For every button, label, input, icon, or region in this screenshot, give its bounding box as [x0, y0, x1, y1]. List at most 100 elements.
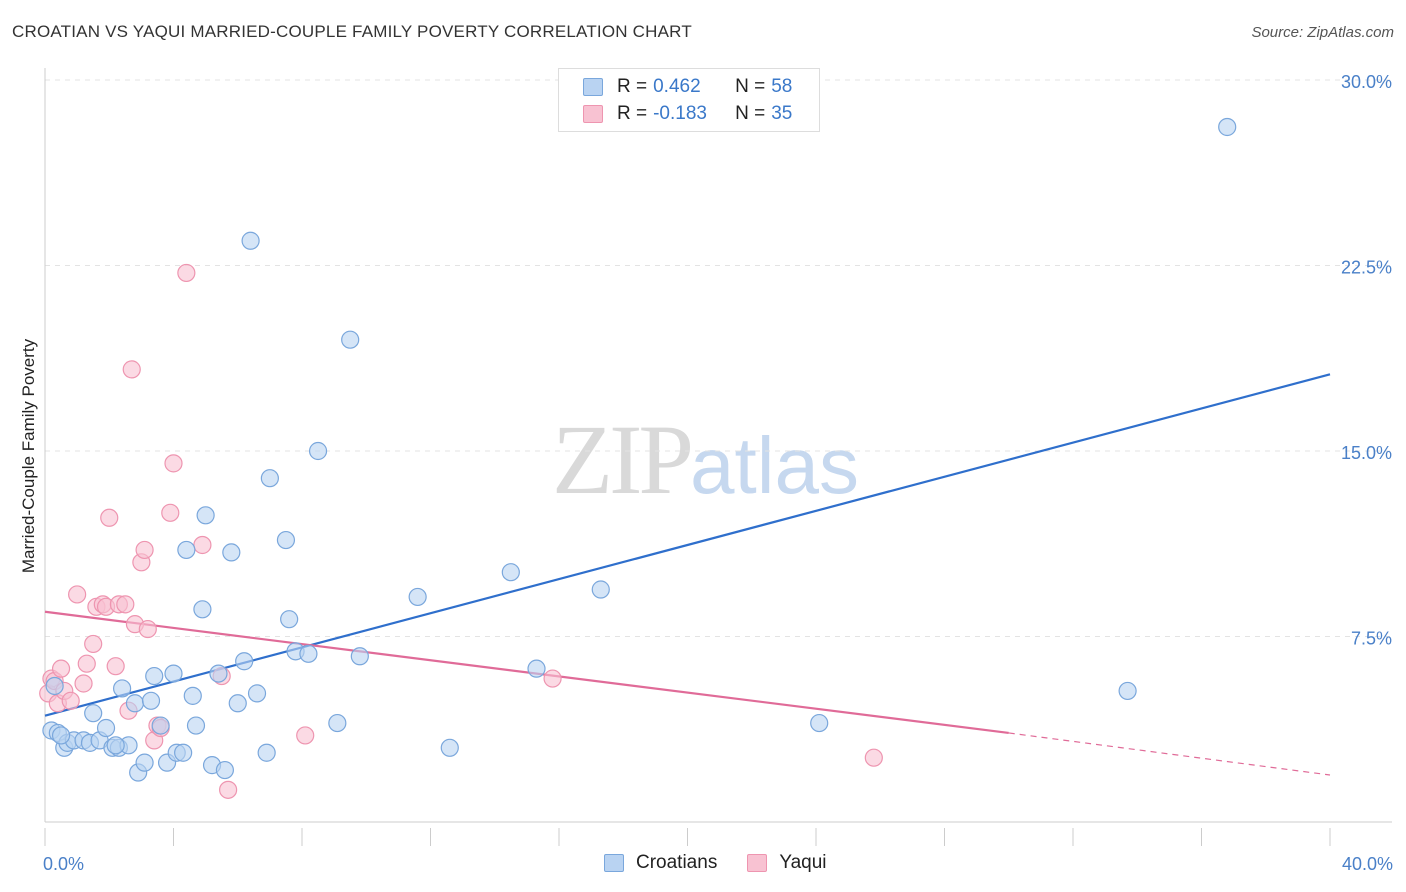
yaqui-point [193, 535, 212, 555]
legend-r-value: 0.462 [653, 76, 701, 97]
croatians-point [196, 506, 215, 525]
croatians-point [247, 684, 267, 703]
legend-n-label: N = [735, 103, 766, 124]
yaqui-point [177, 263, 196, 283]
yaqui-point [164, 454, 183, 473]
yaqui-swatch [747, 854, 768, 872]
legend-r-label: R = [617, 103, 648, 124]
legend-n-value: 35 [771, 103, 793, 124]
croatians-point [350, 647, 369, 666]
legend-row-yaqui: R = -0.183 N = 35 [583, 102, 792, 126]
croatians-point [96, 718, 116, 738]
croatians-point [1118, 681, 1137, 701]
stats-legend: R = 0.462 N = 58 R = -0.183 N = 35 [558, 68, 820, 132]
yaqui-point [61, 691, 80, 710]
yaqui-point [122, 360, 141, 379]
croatians-point [408, 587, 427, 607]
yaqui-point [296, 726, 315, 745]
croatians-point [341, 330, 360, 349]
yaqui-point [68, 585, 87, 604]
croatians-label: Croatians [636, 852, 718, 873]
croatians-point [183, 686, 202, 705]
croatians-point [241, 231, 260, 250]
trend-lines [44, 373, 1331, 776]
croatians-point [141, 691, 161, 710]
legend-r-label: R = [617, 76, 648, 97]
croatians-point [193, 600, 212, 619]
y-tick-label: 22.5% [1341, 258, 1392, 278]
croatians-point [328, 713, 347, 733]
croatians-point [222, 543, 241, 562]
croatians-point [257, 743, 276, 762]
croatians-point [527, 659, 546, 678]
croatians-point [235, 652, 254, 671]
legend-r-value: -0.183 [653, 103, 707, 124]
watermark-zip: ZIP [552, 404, 694, 515]
yaqui-point [100, 508, 119, 527]
croatians-point [106, 736, 125, 755]
yaqui-point [161, 503, 180, 522]
yaqui-point [543, 669, 562, 688]
legend-row-croatians: R = 0.462 N = 58 [583, 75, 792, 99]
yaqui-point [135, 540, 154, 560]
croatians-point [174, 743, 193, 762]
croatians-point [125, 694, 145, 713]
yaqui-point [77, 654, 96, 673]
axis-labels: 7.5% 15.0% 22.5% 30.0% 0.0% 40.0% Married-Coup… [19, 72, 1393, 874]
yaqui-point [84, 634, 103, 654]
chart-title: CROATIAN VS YAQUI MARRIED-COUPLE FAMILY … [12, 22, 692, 41]
series-legend-croatians[interactable]: Croatians [604, 852, 717, 874]
croatians-point [177, 540, 196, 560]
croatians-point [84, 704, 103, 723]
croatians-point [215, 760, 234, 780]
croatians-point [112, 679, 132, 698]
croatians-point [145, 666, 164, 686]
y-axis-label: Married-Couple Family Poverty [19, 338, 38, 573]
croatians-point [810, 713, 829, 733]
croatians-swatch [604, 854, 624, 872]
croatians-point [308, 441, 328, 461]
croatians-point [209, 664, 228, 683]
series-legend: Croatians Yaqui [604, 852, 857, 874]
croatians-point [591, 580, 610, 599]
yaqui-point [219, 780, 238, 799]
yaqui-point [51, 659, 71, 678]
croatians-trend-line [44, 373, 1331, 717]
yaqui-point [864, 748, 883, 767]
grid-lines [45, 79, 1392, 637]
chart-source: Source: ZipAtlas.com [1251, 24, 1394, 41]
croatians-point [440, 738, 459, 757]
croatians-point [260, 469, 279, 488]
y-tick-label: 15.0% [1341, 443, 1392, 463]
croatians-point [135, 753, 154, 772]
series-legend-yaqui[interactable]: Yaqui [747, 852, 827, 874]
croatians-point [280, 610, 299, 629]
croatians-point [164, 664, 183, 683]
y-tick-label: 7.5% [1351, 629, 1392, 649]
legend-swatch-yaqui [583, 105, 603, 123]
legend-n-label: N = [735, 76, 766, 97]
croatians-point [228, 694, 247, 713]
croatians-point [299, 644, 318, 663]
yaqui-label: Yaqui [779, 852, 827, 873]
croatians-point [186, 716, 206, 735]
watermark-atlas: atlas [690, 421, 859, 510]
y-tick-label: 30.0% [1341, 72, 1392, 92]
croatians-point [51, 726, 71, 745]
legend-swatch-croatians [583, 78, 603, 96]
croatians-point [45, 676, 64, 696]
x-tick-label: 0.0% [43, 854, 84, 874]
legend-n-value: 58 [771, 76, 793, 97]
x-tick-label: 40.0% [1342, 854, 1393, 874]
croatians-point [276, 530, 296, 550]
croatians-point [501, 563, 520, 582]
yaqui-point [116, 595, 135, 614]
yaqui-trend-line [44, 610, 1009, 735]
yaqui-point [106, 657, 125, 676]
croatians-point [151, 716, 170, 735]
watermark: ZIPatlas [552, 402, 859, 517]
yaqui-trend-line-extension [1008, 732, 1331, 776]
croatians-point [1218, 117, 1237, 137]
yaqui-point [74, 674, 93, 693]
